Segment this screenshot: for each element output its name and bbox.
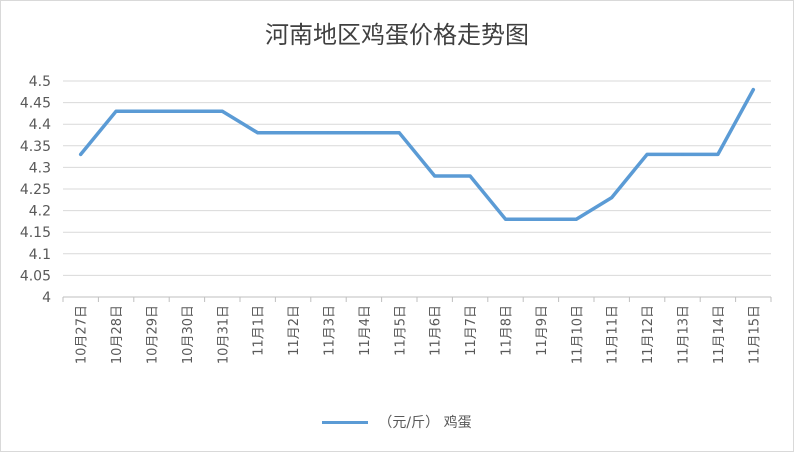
y-tick-label: 4.4	[29, 117, 51, 133]
data-point	[504, 217, 507, 221]
legend-swatch	[322, 420, 369, 424]
series-line	[78, 87, 756, 221]
x-tick-label: 11月6日	[429, 305, 444, 356]
data-point	[291, 131, 295, 135]
data-point	[256, 131, 260, 135]
x-tick-label: 11月12日	[641, 305, 656, 364]
data-point	[114, 109, 118, 113]
y-tick-label: 4.05	[20, 268, 51, 284]
y-tick-label: 4.3	[29, 160, 51, 176]
data-point	[362, 131, 366, 135]
data-point	[645, 152, 649, 156]
y-tick-label: 4.2	[29, 204, 51, 220]
data-point	[185, 109, 189, 113]
x-tick-label: 11月11日	[606, 305, 621, 364]
y-tick-label: 4.45	[20, 96, 51, 112]
x-tick-label: 10月31日	[216, 305, 231, 364]
data-point	[79, 152, 83, 156]
data-point	[716, 152, 720, 156]
data-point	[433, 174, 437, 178]
x-tick-label: 11月10日	[570, 305, 585, 364]
data-point	[574, 217, 578, 221]
x-tick-label: 11月1日	[252, 305, 267, 356]
x-tick-label: 11月9日	[535, 305, 550, 356]
data-point	[610, 196, 614, 200]
x-tick-label: 11月5日	[393, 305, 408, 356]
y-tick-label: 4.35	[20, 139, 51, 155]
x-tick-label: 11月7日	[464, 305, 479, 356]
y-tick-label: 4.15	[20, 225, 51, 241]
data-point	[397, 131, 401, 135]
y-tick-label: 4.1	[29, 247, 51, 263]
x-tick-label: 11月15日	[747, 305, 762, 364]
y-tick-label: 4	[42, 290, 51, 306]
data-point	[327, 131, 330, 135]
chart-title: 河南地区鸡蛋价格走势图	[265, 21, 529, 49]
data-point	[681, 152, 684, 156]
data-point	[539, 217, 543, 221]
legend-label: （元/斤） 鸡蛋	[378, 415, 472, 431]
x-tick-label: 11月3日	[323, 305, 338, 356]
y-tick-label: 4.25	[20, 182, 51, 198]
y-tick-label: 4.5	[29, 74, 51, 90]
data-point	[751, 88, 755, 92]
x-tick-label: 10月28日	[110, 305, 125, 364]
x-tick-label: 11月14日	[712, 305, 727, 364]
x-tick-label: 11月4日	[358, 305, 373, 356]
x-tick-label: 11月13日	[677, 305, 692, 364]
x-tick-label: 10月27日	[75, 305, 90, 364]
x-tick-label: 11月2日	[287, 305, 302, 356]
x-tick-label: 11月8日	[500, 305, 515, 356]
data-point	[150, 109, 153, 113]
x-tick-label: 10月30日	[181, 305, 196, 364]
x-tick-label: 10月29日	[146, 305, 161, 364]
data-point	[220, 109, 224, 113]
data-point	[468, 174, 472, 178]
legend: （元/斤） 鸡蛋	[1, 412, 793, 432]
